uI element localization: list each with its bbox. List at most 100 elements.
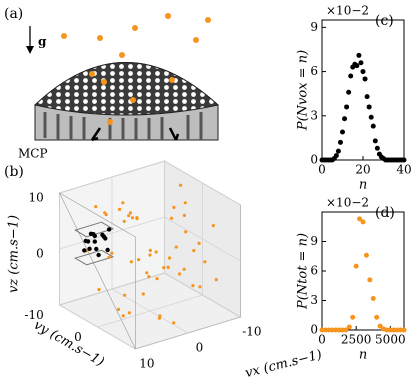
- x-tick-label: 5000: [375, 333, 406, 347]
- point: [141, 292, 145, 296]
- y-tick-label: 0: [74, 330, 82, 344]
- x-axis-label: vx (cm.s−1): [244, 348, 324, 382]
- grid-line: [59, 160, 165, 194]
- plot-frame: [321, 19, 405, 161]
- point: [348, 73, 354, 79]
- point: [182, 267, 186, 271]
- point: [179, 183, 183, 187]
- point: [88, 231, 94, 236]
- point: [123, 293, 127, 297]
- point: [366, 104, 372, 110]
- point: [343, 327, 349, 333]
- y-tick-label: 3: [310, 108, 318, 122]
- x-tick-label: 0: [318, 333, 326, 347]
- y-tick-label: -10: [24, 308, 43, 322]
- y-tick-label: 6: [310, 264, 318, 278]
- point: [353, 263, 359, 269]
- x-tick-label: 40: [396, 163, 411, 177]
- point: [333, 153, 339, 159]
- point: [335, 148, 341, 154]
- point: [103, 236, 108, 241]
- point: [118, 207, 122, 211]
- point: [122, 219, 126, 223]
- x-tick-label: 0: [196, 341, 204, 355]
- point: [137, 258, 141, 262]
- point: [167, 256, 172, 260]
- point: [184, 230, 188, 234]
- panel-label: (c): [375, 13, 394, 29]
- point: [336, 327, 342, 333]
- grid-line: [59, 216, 165, 250]
- point: [105, 247, 110, 253]
- point: [368, 114, 374, 120]
- gravity-label: g: [38, 35, 47, 49]
- point: [135, 217, 139, 221]
- point: [377, 323, 383, 329]
- point: [128, 211, 133, 215]
- cluster-box: [74, 221, 115, 238]
- point: [360, 69, 366, 75]
- point: [342, 116, 348, 122]
- atoms: [61, 13, 211, 125]
- box-outline: [58, 192, 136, 350]
- point: [182, 213, 186, 217]
- plot-frame: [321, 211, 405, 331]
- point: [356, 52, 362, 58]
- point: [110, 251, 114, 255]
- point: [145, 271, 149, 275]
- point: [87, 246, 92, 251]
- point: [326, 327, 332, 333]
- point: [384, 327, 390, 333]
- chart: 0 20 40 0 3 6 9 n P(Nvox = n) ×10−2 (c): [296, 4, 412, 193]
- point: [94, 246, 99, 252]
- point: [121, 201, 125, 205]
- panel-a: (a) g MCP: [4, 6, 220, 161]
- point: [96, 252, 101, 258]
- point: [148, 248, 152, 252]
- channels: [43, 112, 203, 140]
- point: [92, 233, 98, 239]
- point: [357, 216, 363, 222]
- chart: 0 2500 5000 0 3 6 9 n P(Ntot = n) ×10−2 (d): [296, 196, 407, 363]
- point: [360, 219, 366, 225]
- point: [398, 327, 404, 333]
- point: [374, 314, 380, 320]
- point: [354, 63, 360, 69]
- point: [148, 253, 152, 257]
- point: [367, 277, 373, 283]
- point: [211, 224, 215, 228]
- point: [82, 248, 87, 253]
- point: [155, 277, 159, 281]
- point: [116, 307, 121, 311]
- panel-label: (d): [375, 205, 395, 221]
- scale-label: ×10−2: [326, 196, 369, 210]
- point: [197, 241, 201, 245]
- point: [340, 327, 345, 333]
- z-tick-label: 10: [28, 190, 43, 204]
- point: [214, 278, 218, 282]
- scale-label: ×10−2: [326, 4, 369, 18]
- x-tick-label: 2500: [341, 333, 372, 347]
- cluster-box: [74, 249, 115, 266]
- point: [394, 327, 400, 333]
- point: [177, 272, 182, 276]
- y-axis-label: P(Ntot = n): [296, 233, 311, 310]
- point: [106, 227, 112, 232]
- point: [83, 238, 88, 244]
- point: [391, 327, 397, 333]
- point: [103, 211, 107, 215]
- y-tick-label: 0: [310, 153, 318, 167]
- grid-line: [164, 160, 241, 206]
- electron-arrows: [90, 127, 180, 142]
- detector-label: MCP: [18, 147, 48, 161]
- point: [350, 314, 356, 320]
- point: [97, 288, 101, 292]
- point: [174, 245, 178, 249]
- point: [364, 94, 370, 100]
- x-tick-label: 0: [318, 163, 326, 177]
- point: [157, 316, 161, 320]
- point: [172, 205, 176, 209]
